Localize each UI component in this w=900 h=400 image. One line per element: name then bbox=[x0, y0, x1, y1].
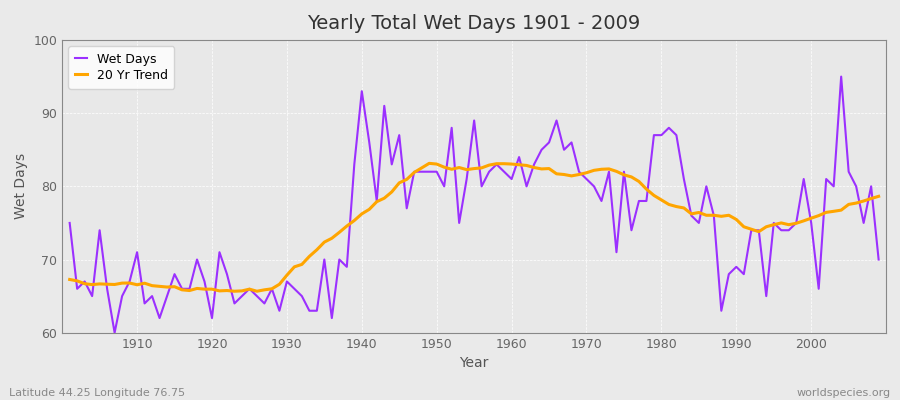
Wet Days bbox=[64, 220, 75, 225]
20 Yr Trend bbox=[514, 162, 525, 167]
Wet Days bbox=[109, 330, 120, 335]
Wet Days bbox=[514, 155, 525, 160]
Y-axis label: Wet Days: Wet Days bbox=[14, 153, 28, 220]
Wet Days bbox=[873, 257, 884, 262]
X-axis label: Year: Year bbox=[460, 356, 489, 370]
20 Yr Trend bbox=[230, 289, 240, 294]
20 Yr Trend bbox=[873, 194, 884, 199]
Text: Latitude 44.25 Longitude 76.75: Latitude 44.25 Longitude 76.75 bbox=[9, 388, 185, 398]
Title: Yearly Total Wet Days 1901 - 2009: Yearly Total Wet Days 1901 - 2009 bbox=[308, 14, 641, 33]
Wet Days bbox=[131, 250, 142, 255]
Text: worldspecies.org: worldspecies.org bbox=[796, 388, 891, 398]
20 Yr Trend bbox=[424, 161, 435, 166]
20 Yr Trend bbox=[124, 281, 135, 286]
20 Yr Trend bbox=[521, 163, 532, 168]
20 Yr Trend bbox=[341, 224, 352, 228]
Legend: Wet Days, 20 Yr Trend: Wet Days, 20 Yr Trend bbox=[68, 46, 175, 88]
20 Yr Trend bbox=[296, 262, 307, 267]
Wet Days bbox=[836, 74, 847, 79]
Wet Days bbox=[341, 264, 352, 269]
Line: Wet Days: Wet Days bbox=[69, 76, 878, 333]
Wet Days bbox=[296, 294, 307, 298]
Wet Days bbox=[506, 177, 517, 182]
20 Yr Trend bbox=[611, 169, 622, 174]
Line: 20 Yr Trend: 20 Yr Trend bbox=[69, 163, 878, 291]
20 Yr Trend bbox=[64, 277, 75, 282]
Wet Days bbox=[604, 169, 615, 174]
